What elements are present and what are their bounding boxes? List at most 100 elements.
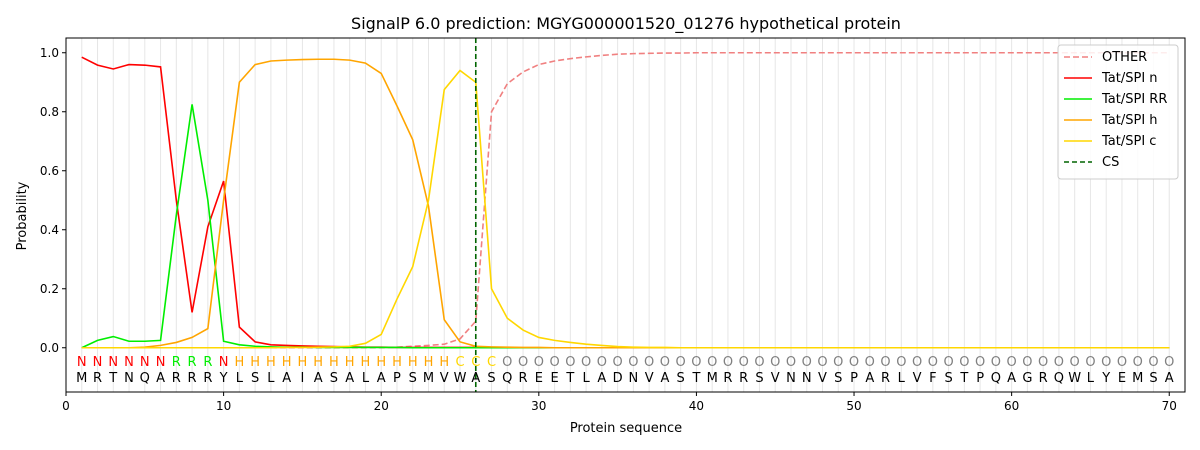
x-axis-label: Protein sequence — [570, 421, 682, 436]
region-label: O — [1164, 355, 1174, 370]
x-tick-label: 0 — [62, 399, 70, 413]
sequence-letter: R — [188, 371, 197, 386]
sequence-letter: E — [550, 371, 558, 386]
sequence-letter: S — [677, 371, 685, 386]
sequence-letter: A — [345, 371, 354, 386]
region-label: O — [549, 355, 559, 370]
sequence-letter: F — [929, 371, 936, 386]
sequence-letter: N — [124, 371, 134, 386]
sequence-letter: W — [1068, 371, 1081, 386]
sequence-letter: V — [913, 371, 922, 386]
sequence-letter: S — [755, 371, 763, 386]
region-label: C — [455, 355, 464, 370]
y-tick-label: 0.6 — [40, 164, 59, 178]
legend-label: Tat/SPI n — [1101, 71, 1158, 86]
region-label: O — [896, 355, 906, 370]
sequence-letter: S — [251, 371, 259, 386]
sequence-letter: A — [314, 371, 323, 386]
region-label: O — [880, 355, 890, 370]
legend-label: CS — [1102, 155, 1119, 170]
sequence-letter: R — [172, 371, 181, 386]
region-label: O — [660, 355, 670, 370]
region-label: O — [928, 355, 938, 370]
region-label: O — [817, 355, 827, 370]
x-tick-label: 60 — [1004, 399, 1019, 413]
x-axis: 0 10 20 30 40 50 60 70 — [62, 392, 1177, 413]
region-label: O — [1022, 355, 1032, 370]
region-label: N — [93, 355, 103, 370]
region-label: O — [959, 355, 969, 370]
sequence-letter: R — [1039, 371, 1048, 386]
y-tick-label: 1.0 — [40, 46, 59, 60]
sequence-letter: P — [393, 371, 401, 386]
sequence-letter: M — [76, 371, 87, 386]
sequence-letter: L — [1087, 371, 1095, 386]
chart-title: SignalP 6.0 prediction: MGYG000001520_01… — [351, 14, 901, 34]
x-tick-label: 20 — [374, 399, 389, 413]
sequence-letter: Q — [1054, 371, 1064, 386]
sequence-letter: A — [1007, 371, 1016, 386]
region-label: O — [565, 355, 575, 370]
legend-label: Tat/SPI h — [1101, 113, 1158, 128]
sequence-letter: N — [802, 371, 812, 386]
region-label: C — [471, 355, 480, 370]
region-label: O — [802, 355, 812, 370]
sequence-letter: W — [454, 371, 467, 386]
sequence-letter: E — [1118, 371, 1126, 386]
region-label: O — [691, 355, 701, 370]
y-tick-label: 0.0 — [40, 341, 59, 355]
sequence-letter: R — [881, 371, 890, 386]
region-label: O — [1101, 355, 1111, 370]
region-label: O — [1085, 355, 1095, 370]
x-tick-label: 10 — [216, 399, 231, 413]
sequence-letter: L — [267, 371, 275, 386]
region-label: C — [487, 355, 496, 370]
region-label: O — [723, 355, 733, 370]
region-label: O — [518, 355, 528, 370]
x-tick-label: 40 — [689, 399, 704, 413]
region-label: H — [250, 355, 260, 370]
sequence-letter: L — [582, 371, 590, 386]
sequence-letter: L — [236, 371, 244, 386]
region-label: O — [628, 355, 638, 370]
region-label: R — [203, 355, 212, 370]
sequence-letter: A — [597, 371, 606, 386]
sequence-letter: R — [93, 371, 102, 386]
region-label: O — [597, 355, 607, 370]
region-label: N — [156, 355, 166, 370]
sequence-letter: T — [108, 371, 117, 386]
region-label: O — [1133, 355, 1143, 370]
y-tick-label: 0.8 — [40, 105, 59, 119]
sequence-letter: Y — [219, 371, 228, 386]
region-label: O — [1054, 355, 1064, 370]
legend-label: Tat/SPI RR — [1101, 92, 1167, 107]
region-label: N — [140, 355, 150, 370]
sequence-letter: S — [330, 371, 338, 386]
y-axis-label: Probability — [15, 181, 30, 250]
region-label: N — [108, 355, 118, 370]
legend: OTHER Tat/SPI n Tat/SPI RR Tat/SPI h Tat/SPI… — [1057, 44, 1179, 180]
sequence-letter: A — [1165, 371, 1174, 386]
sequence-letter: M — [707, 371, 718, 386]
sequence-letter: M — [1132, 371, 1143, 386]
region-label: O — [849, 355, 859, 370]
sequence-letter: A — [377, 371, 386, 386]
sequence-letter: S — [944, 371, 952, 386]
region-label: O — [770, 355, 780, 370]
sequence-letter: R — [519, 371, 528, 386]
series-line-tat-spi-c — [81, 69, 1170, 349]
region-label: O — [1038, 355, 1048, 370]
sequence-letter: P — [976, 371, 984, 386]
region-label: O — [502, 355, 512, 370]
plot-frame — [65, 37, 1186, 393]
sequence-letter: S — [409, 371, 417, 386]
region-label: R — [172, 355, 181, 370]
sequence-letter: V — [440, 371, 449, 386]
x-tick-label: 70 — [1162, 399, 1177, 413]
sequence-letter: A — [471, 371, 480, 386]
region-label: O — [676, 355, 686, 370]
region-label: O — [943, 355, 953, 370]
region-label: H — [234, 355, 244, 370]
